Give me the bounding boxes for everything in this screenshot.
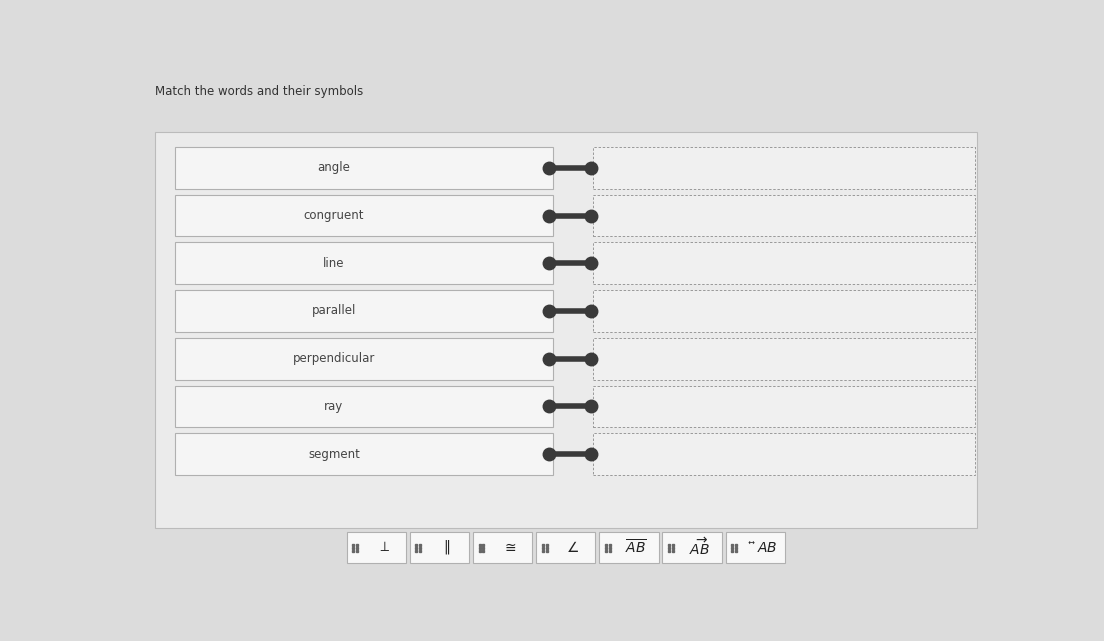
FancyBboxPatch shape — [347, 532, 406, 563]
FancyBboxPatch shape — [176, 242, 553, 284]
Text: $\overleftrightarrow{AB}$: $\overleftrightarrow{AB}$ — [747, 540, 777, 555]
Text: $\angle$: $\angle$ — [566, 540, 580, 555]
FancyBboxPatch shape — [593, 242, 976, 284]
FancyBboxPatch shape — [593, 147, 976, 188]
Text: $\cong$: $\cong$ — [502, 540, 517, 554]
Text: $\overline{AB}$: $\overline{AB}$ — [625, 538, 647, 556]
Text: ray: ray — [325, 400, 343, 413]
FancyBboxPatch shape — [176, 195, 553, 237]
FancyBboxPatch shape — [155, 131, 977, 528]
FancyBboxPatch shape — [725, 532, 785, 563]
FancyBboxPatch shape — [593, 338, 976, 379]
FancyBboxPatch shape — [593, 195, 976, 237]
FancyBboxPatch shape — [176, 290, 553, 332]
FancyBboxPatch shape — [537, 532, 595, 563]
FancyBboxPatch shape — [593, 290, 976, 332]
FancyBboxPatch shape — [662, 532, 722, 563]
Text: parallel: parallel — [311, 304, 357, 317]
Text: congruent: congruent — [304, 209, 364, 222]
FancyBboxPatch shape — [176, 338, 553, 379]
FancyBboxPatch shape — [176, 386, 553, 428]
FancyBboxPatch shape — [176, 433, 553, 475]
FancyBboxPatch shape — [593, 386, 976, 428]
FancyBboxPatch shape — [599, 532, 659, 563]
Text: angle: angle — [318, 162, 350, 174]
Text: segment: segment — [308, 447, 360, 461]
FancyBboxPatch shape — [410, 532, 469, 563]
Text: line: line — [323, 257, 344, 270]
Text: $\|$: $\|$ — [443, 538, 450, 556]
Text: Match the words and their symbols: Match the words and their symbols — [155, 85, 363, 97]
Text: $\perp$: $\perp$ — [376, 540, 391, 554]
FancyBboxPatch shape — [176, 147, 553, 188]
FancyBboxPatch shape — [473, 532, 532, 563]
FancyBboxPatch shape — [593, 433, 976, 475]
Text: $\overrightarrow{AB}$: $\overrightarrow{AB}$ — [689, 537, 710, 558]
Text: perpendicular: perpendicular — [293, 353, 375, 365]
